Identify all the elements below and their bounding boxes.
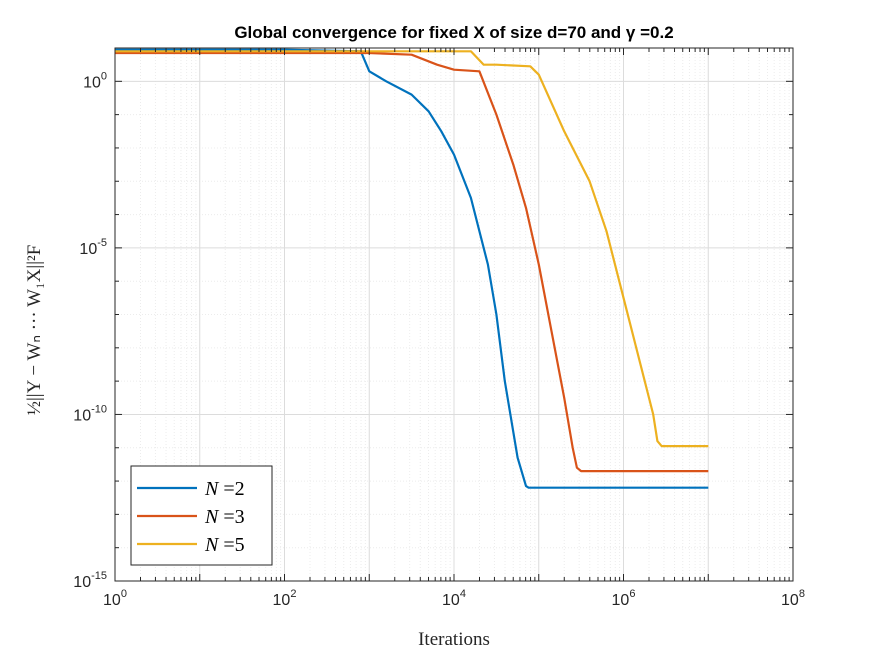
y-tick-label: 10-15: [73, 570, 107, 591]
y-tick-label: 100: [83, 70, 107, 91]
x-tick-label: 104: [442, 588, 466, 609]
x-tick-label: 106: [612, 588, 636, 609]
legend: N =2 N =3 N =5: [130, 465, 273, 566]
y-tick-labels: 100 10-5 10-10 10-15: [73, 70, 107, 591]
y-tick-label: 10-5: [79, 237, 107, 258]
series-line-3: [115, 50, 709, 448]
series-line-1: [115, 48, 709, 489]
chart-title: Global convergence for fixed X of size d…: [234, 23, 673, 42]
legend-label: N =5: [204, 534, 245, 556]
axis-ticks: [114, 47, 794, 582]
x-tick-label: 102: [273, 588, 297, 609]
legend-label: N =2: [204, 478, 245, 500]
legend-items: N =2 N =3 N =5: [137, 478, 245, 556]
x-tick-labels: 100 102 104 106 108: [103, 588, 805, 609]
y-axis-label: ½||Y − Wₙ ··· W₁X||²F: [24, 245, 45, 416]
series-lines: [115, 48, 709, 489]
series-line-2: [115, 51, 709, 473]
x-tick-label: 100: [103, 588, 127, 609]
y-tick-label: 10-10: [73, 403, 107, 424]
x-axis-label: Iterations: [418, 629, 490, 650]
legend-label: N =3: [204, 506, 245, 528]
x-tick-label: 108: [781, 588, 805, 609]
plot-frame: [114, 47, 794, 582]
